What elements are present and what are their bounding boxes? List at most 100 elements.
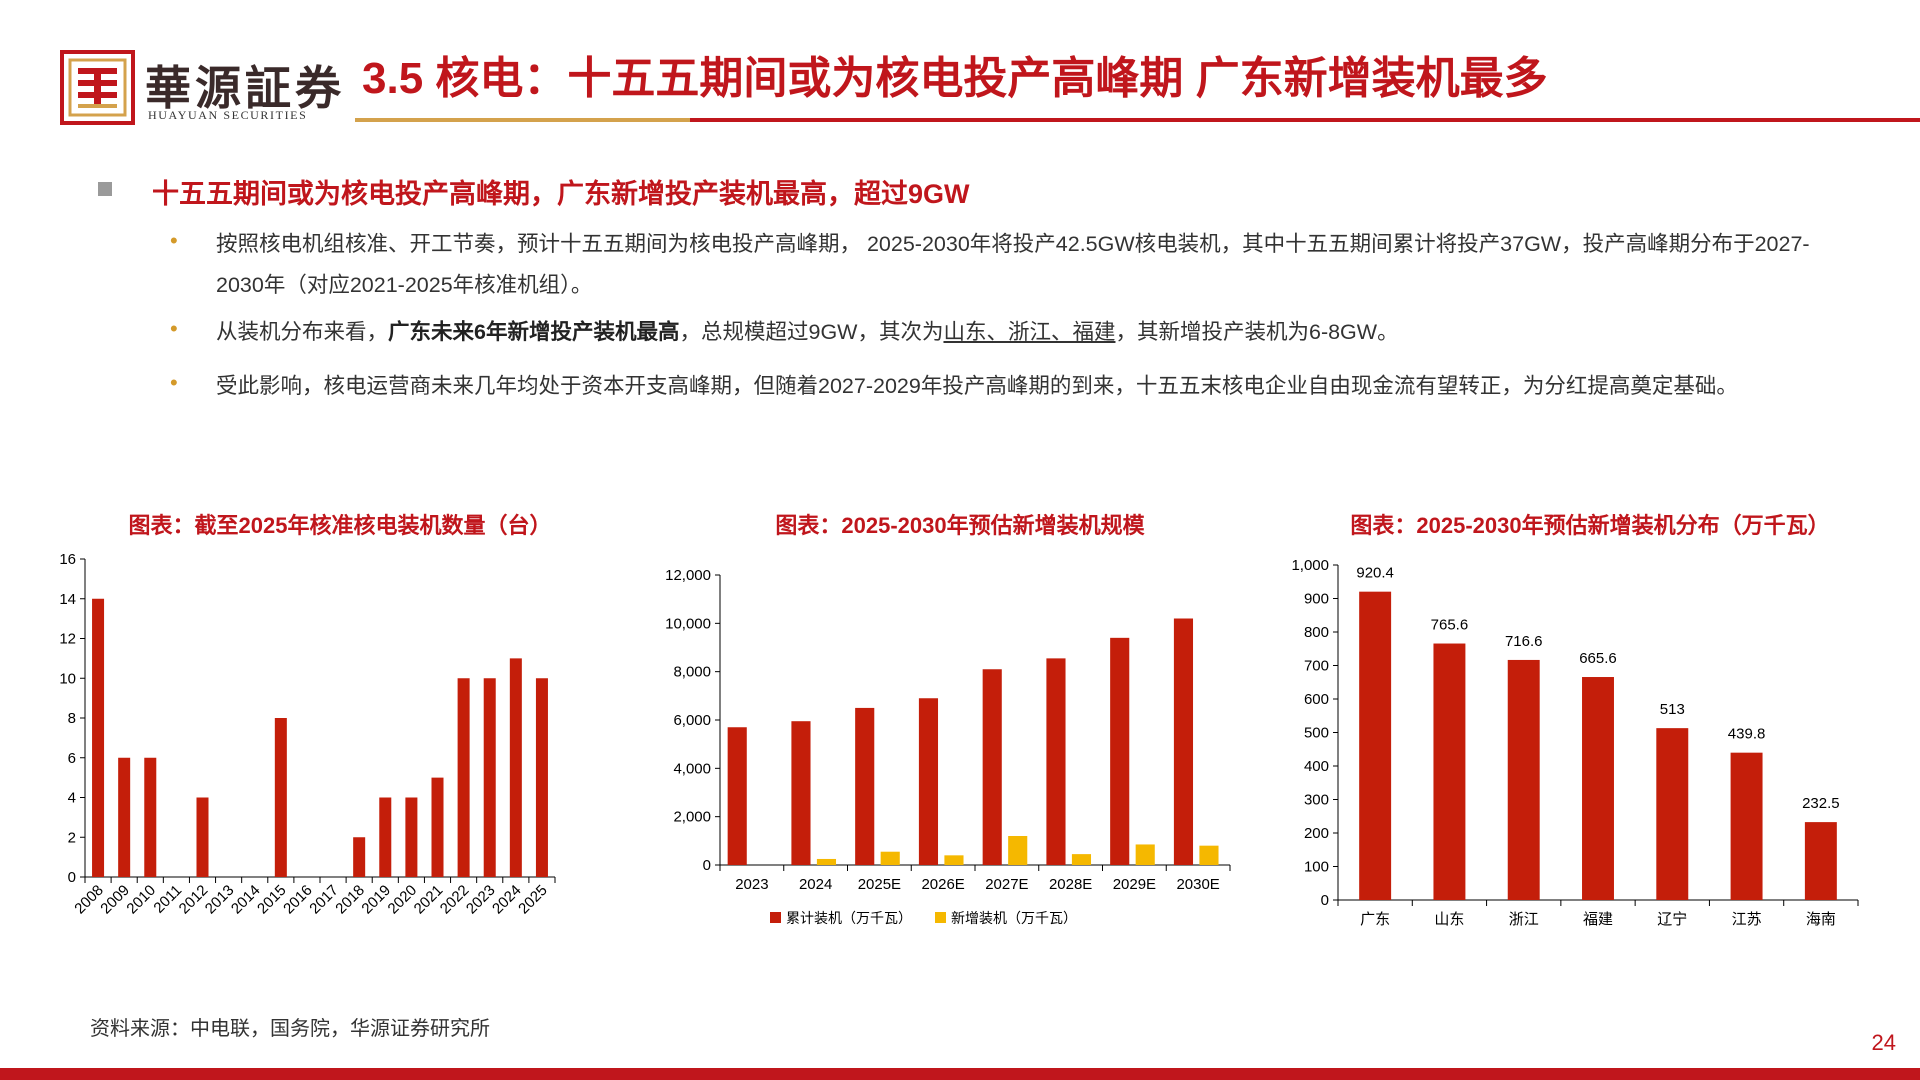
bar-江苏	[1730, 752, 1763, 900]
y-tick-label: 300	[1304, 792, 1329, 809]
bullet-paragraph-3: 受此影响，核电运营商未来几年均处于资本开支高峰期，但随着2027-2029年投产…	[216, 374, 1738, 398]
y-tick-label: 400	[1304, 758, 1329, 775]
section-heading-text: 十五五期间或为核电投产高峰期，广东新增投产装机最高，超过9GW	[152, 179, 970, 209]
legend-label: 新增装机（万千瓦）	[951, 910, 1077, 926]
brand-logo: 華源証券 HUAYUAN SECURITIES	[60, 50, 350, 125]
data-label: 513	[1660, 701, 1685, 718]
chart-1-title: 图表：截至2025年核准核电装机数量（台）	[128, 513, 552, 538]
x-tick-label: 福建	[1583, 911, 1613, 928]
bullet-2-bold: 广东未来6年新增投产装机最高	[388, 320, 680, 344]
x-tick-label: 2022	[437, 882, 473, 918]
bullet-paragraph-2: 从装机分布来看，广东未来6年新增投产装机最高，总规模超过9GW，其次为山东、浙江…	[216, 312, 1846, 353]
bar-2019	[379, 797, 392, 877]
y-tick-label: 10,000	[665, 615, 711, 632]
x-tick-label: 2018	[332, 882, 368, 918]
x-tick-label: 广东	[1360, 911, 1390, 928]
bar-山东	[1433, 643, 1466, 900]
y-tick-label: 2,000	[673, 809, 711, 826]
x-tick-label: 2030E	[1176, 876, 1219, 893]
x-tick-label: 2024	[799, 876, 832, 893]
chart-3-title: 图表：2025-2030年预估新增装机分布（万千瓦）	[1350, 513, 1830, 538]
bar-new-2029E	[1135, 844, 1155, 865]
bar-2010	[144, 757, 157, 877]
x-tick-label: 浙江	[1509, 911, 1539, 928]
data-label: 439.8	[1728, 726, 1766, 743]
bar-2021	[431, 777, 444, 877]
bar-new-2027E	[1008, 836, 1028, 865]
x-tick-label: 2011	[150, 882, 185, 917]
bar-2024	[509, 658, 522, 877]
bar-cumulative-2023	[727, 727, 747, 865]
y-tick-label: 600	[1304, 691, 1329, 708]
bar-new-2028E	[1071, 854, 1092, 865]
y-tick-label: 0	[68, 869, 76, 886]
logo-emblem-icon	[60, 50, 135, 125]
y-tick-label: 200	[1304, 825, 1329, 842]
bullet-paragraph-1: 按照核电机组核准、开工节奏，预计十五五期间为核电投产高峰期， 2025-2030…	[216, 232, 1810, 297]
bullet-icon: •	[170, 370, 178, 395]
legend-swatch	[935, 912, 946, 923]
y-tick-label: 8	[68, 710, 76, 727]
bullet-2-post: ，其新增投产装机为6-8GW。	[1115, 320, 1399, 344]
bar-new-2026E	[944, 855, 964, 865]
bar-new-2024	[816, 858, 837, 865]
x-tick-label: 2029E	[1113, 876, 1156, 893]
bar-广东	[1359, 591, 1392, 900]
bar-cumulative-2026E	[918, 698, 939, 865]
legend-swatch	[770, 912, 781, 923]
bar-辽宁	[1656, 728, 1689, 900]
x-tick-label: 2019	[358, 882, 394, 918]
title-rule-gold	[355, 118, 690, 122]
bar-cumulative-2030E	[1173, 618, 1194, 865]
logo-text-cn: 華源証券	[145, 63, 345, 114]
section-heading: 十五五期间或为核电投产高峰期，广东新增投产装机最高，超过9GW	[98, 172, 970, 211]
y-tick-label: 0	[1321, 892, 1329, 909]
x-tick-label: 2028E	[1049, 876, 1092, 893]
bullet-2-underline: 山东、浙江、福建	[943, 320, 1116, 344]
y-tick-label: 800	[1304, 624, 1329, 641]
x-tick-label: 2020	[385, 882, 421, 918]
page-title: 3.5 核电：十五五期间或为核电投产高峰期 广东新增装机最多	[362, 54, 1548, 103]
y-tick-label: 8,000	[673, 664, 711, 681]
bar-浙江	[1507, 659, 1540, 900]
bar-福建	[1582, 677, 1614, 900]
bullet-icon: •	[170, 228, 178, 253]
y-tick-label: 700	[1304, 658, 1329, 675]
x-tick-label: 2012	[176, 882, 212, 918]
bar-2018	[353, 837, 366, 877]
logo-text-en: HUAYUAN SECURITIES	[148, 108, 308, 122]
bar-2025	[535, 678, 548, 877]
bar-2020	[405, 797, 418, 877]
y-tick-label: 1,000	[1291, 557, 1329, 574]
x-tick-label: 2017	[306, 882, 342, 918]
y-tick-label: 16	[59, 551, 76, 568]
bullet-2-mid: ，总规模超过9GW，其次为	[679, 320, 944, 344]
y-tick-label: 12,000	[665, 567, 711, 584]
bar-cumulative-2029E	[1110, 637, 1130, 865]
page-number: 24	[1871, 1030, 1896, 1055]
x-tick-label: 2027E	[985, 876, 1028, 893]
x-tick-label: 2023	[463, 882, 499, 918]
y-tick-label: 12	[59, 631, 76, 648]
chart-capacity-distribution: 0 100 200 300 400 500 600 700 800 900 1,000 920.4 广东…	[1291, 557, 1859, 928]
y-tick-label: 100	[1304, 859, 1329, 876]
bar-海南	[1804, 822, 1837, 900]
bar-new-2030E	[1199, 845, 1219, 865]
bullet-2-pre: 从装机分布来看，	[216, 320, 389, 344]
bar-cumulative-2027E	[982, 669, 1002, 865]
x-tick-label: 2025E	[858, 876, 901, 893]
x-tick-label: 海南	[1806, 911, 1836, 928]
bar-2009	[118, 757, 131, 877]
x-tick-label: 2024	[489, 882, 525, 918]
y-tick-label: 4,000	[673, 760, 711, 777]
chart-approved-units: 0246810121416200820092010201120122013201…	[59, 551, 556, 918]
x-tick-label: 2009	[97, 882, 133, 918]
x-tick-label: 2021	[411, 882, 447, 918]
bar-2023	[483, 678, 496, 877]
title-rule-red	[690, 118, 1920, 122]
bar-cumulative-2028E	[1046, 658, 1066, 865]
x-tick-label: 2014	[228, 882, 264, 918]
x-tick-label: 2026E	[921, 876, 964, 893]
data-label: 665.6	[1579, 650, 1617, 667]
x-tick-label: 山东	[1434, 911, 1464, 928]
